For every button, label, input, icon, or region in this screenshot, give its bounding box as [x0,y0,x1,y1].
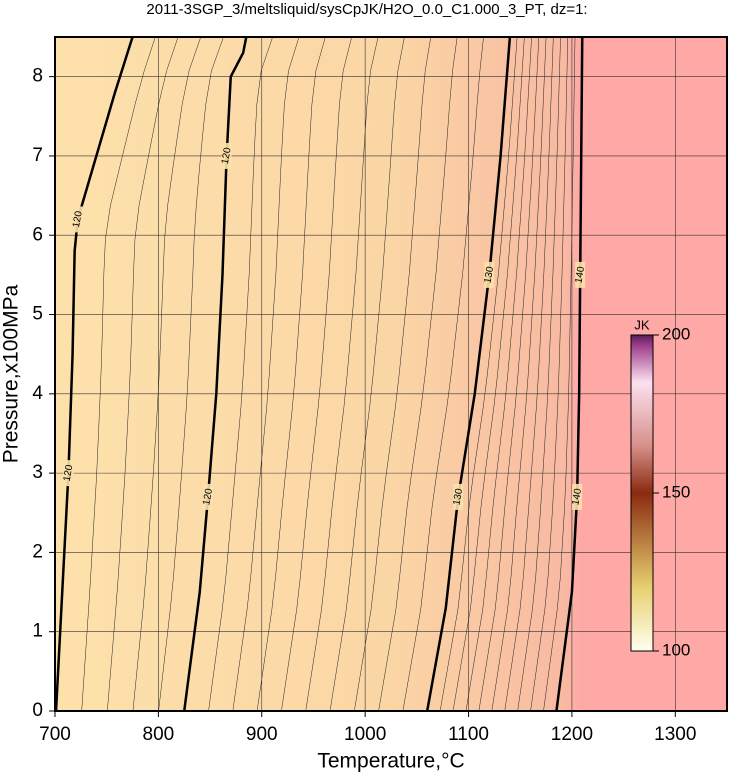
x-tick-label: 700 [39,724,71,745]
contour-line [182,36,248,712]
minor-contour [452,36,525,712]
minor-contour [530,36,569,712]
contour-line [54,36,134,712]
contour-label-bg [575,261,586,288]
x-tick-label: 1100 [448,724,489,745]
y-axis-label: Pressure,x100MPa [0,284,23,463]
minor-contour [256,36,326,712]
contour-label-bg [221,142,232,169]
minor-contour [439,36,518,712]
contour-line [555,36,584,712]
y-tick-label: 0 [32,700,43,721]
minor-contour [329,36,405,712]
contour-label-bg [63,460,74,487]
frame [54,36,728,712]
contour-label: 140 [573,265,587,284]
minor-contour [378,36,458,712]
contour-label: 120 [201,487,215,506]
minor-contour [465,36,532,712]
chart-title: 2011-3SGP_3/meltsliquid/sysCpJK/H2O_0.0_… [146,1,587,18]
minor-contour [543,36,576,712]
x-axis-label: Temperature,°C [317,750,464,773]
colorbar [630,334,654,652]
minor-contour [305,36,379,712]
minor-contour [491,36,547,712]
y-tick-label: 4 [32,383,43,404]
y-tick-label: 8 [32,66,43,87]
plot-background [55,37,727,711]
contour-label: 140 [570,487,584,506]
contour-label: 130 [451,487,465,506]
minor-contour [478,36,540,712]
contour-label: 120 [71,210,85,229]
minor-contour [81,36,156,712]
minor-contour [281,36,352,712]
colorbar-tick-label: 150 [662,482,690,501]
y-tick-label: 6 [32,224,43,245]
x-tick-label: 1000 [344,724,386,745]
x-tick-label: 900 [246,724,278,745]
y-tick-label: 7 [32,145,43,166]
contour-label-bg [572,483,583,510]
y-tick-label: 2 [32,541,43,562]
colorbar-label: JK [634,317,650,332]
minor-contour [517,36,561,712]
minor-contour [402,36,484,712]
minor-contour [232,36,300,712]
plot: 120 120 120 120 130 130 140 140 [54,36,727,712]
minor-contour [354,36,432,712]
minor-contour [132,36,202,712]
y-tick-label: 3 [32,462,43,483]
colorbar-tick-label: 100 [662,640,690,659]
y-tick-label: 1 [32,621,43,642]
contour-label-bg [203,483,214,510]
x-tick-label: 1300 [654,724,696,745]
y-tick-label: 5 [32,304,43,325]
minor-contour [504,36,554,712]
contour-label-bg [484,261,495,288]
contour-label-bg [453,483,464,510]
contour-label: 130 [482,265,496,284]
x-tick-label: 800 [143,724,175,745]
minor-contour [107,36,179,712]
contour-label: 120 [62,464,76,483]
contour-label: 120 [220,146,234,165]
contour-label-bg [72,206,83,233]
contour-line [425,36,512,712]
colorbar-tick-label: 200 [662,324,690,343]
x-tick-label: 1200 [551,724,593,745]
minor-contour [158,36,224,712]
minor-contour [208,36,273,712]
